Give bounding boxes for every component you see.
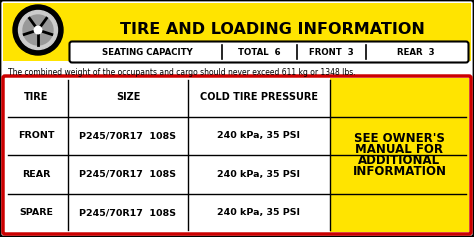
- Text: SEATING CAPACITY: SEATING CAPACITY: [101, 47, 192, 56]
- Text: FRONT: FRONT: [18, 131, 55, 140]
- Text: P245/70R17  108S: P245/70R17 108S: [80, 131, 176, 140]
- Text: TIRE: TIRE: [24, 92, 49, 102]
- Bar: [330, 78, 469, 232]
- Text: COLD TIRE PRESSURE: COLD TIRE PRESSURE: [200, 92, 318, 102]
- Text: TOTAL  6: TOTAL 6: [238, 47, 281, 56]
- FancyBboxPatch shape: [3, 76, 471, 234]
- Circle shape: [34, 26, 42, 34]
- Bar: [3, 3, 471, 61]
- Text: 240 kPa, 35 PSI: 240 kPa, 35 PSI: [218, 131, 301, 140]
- Text: MANUAL FOR: MANUAL FOR: [356, 143, 444, 156]
- Text: SPARE: SPARE: [19, 208, 54, 217]
- FancyBboxPatch shape: [70, 41, 468, 63]
- Text: SEE OWNER'S: SEE OWNER'S: [354, 132, 445, 145]
- Text: FRONT  3: FRONT 3: [309, 47, 354, 56]
- Text: The combined weight of the occupants and cargo should never exceed 611 kg or 134: The combined weight of the occupants and…: [8, 68, 356, 77]
- Circle shape: [13, 5, 63, 55]
- Text: REAR  3: REAR 3: [397, 47, 435, 56]
- Text: P245/70R17  108S: P245/70R17 108S: [80, 208, 176, 217]
- Text: P245/70R17  108S: P245/70R17 108S: [80, 170, 176, 179]
- Text: REAR: REAR: [22, 170, 51, 179]
- Text: TIRE AND LOADING INFORMATION: TIRE AND LOADING INFORMATION: [119, 22, 424, 36]
- Text: ADDITIONAL: ADDITIONAL: [358, 154, 440, 167]
- Text: INFORMATION: INFORMATION: [353, 165, 447, 178]
- Text: 240 kPa, 35 PSI: 240 kPa, 35 PSI: [218, 170, 301, 179]
- Circle shape: [23, 15, 53, 45]
- Circle shape: [18, 10, 57, 50]
- Text: 240 kPa, 35 PSI: 240 kPa, 35 PSI: [218, 208, 301, 217]
- Text: SIZE: SIZE: [116, 92, 140, 102]
